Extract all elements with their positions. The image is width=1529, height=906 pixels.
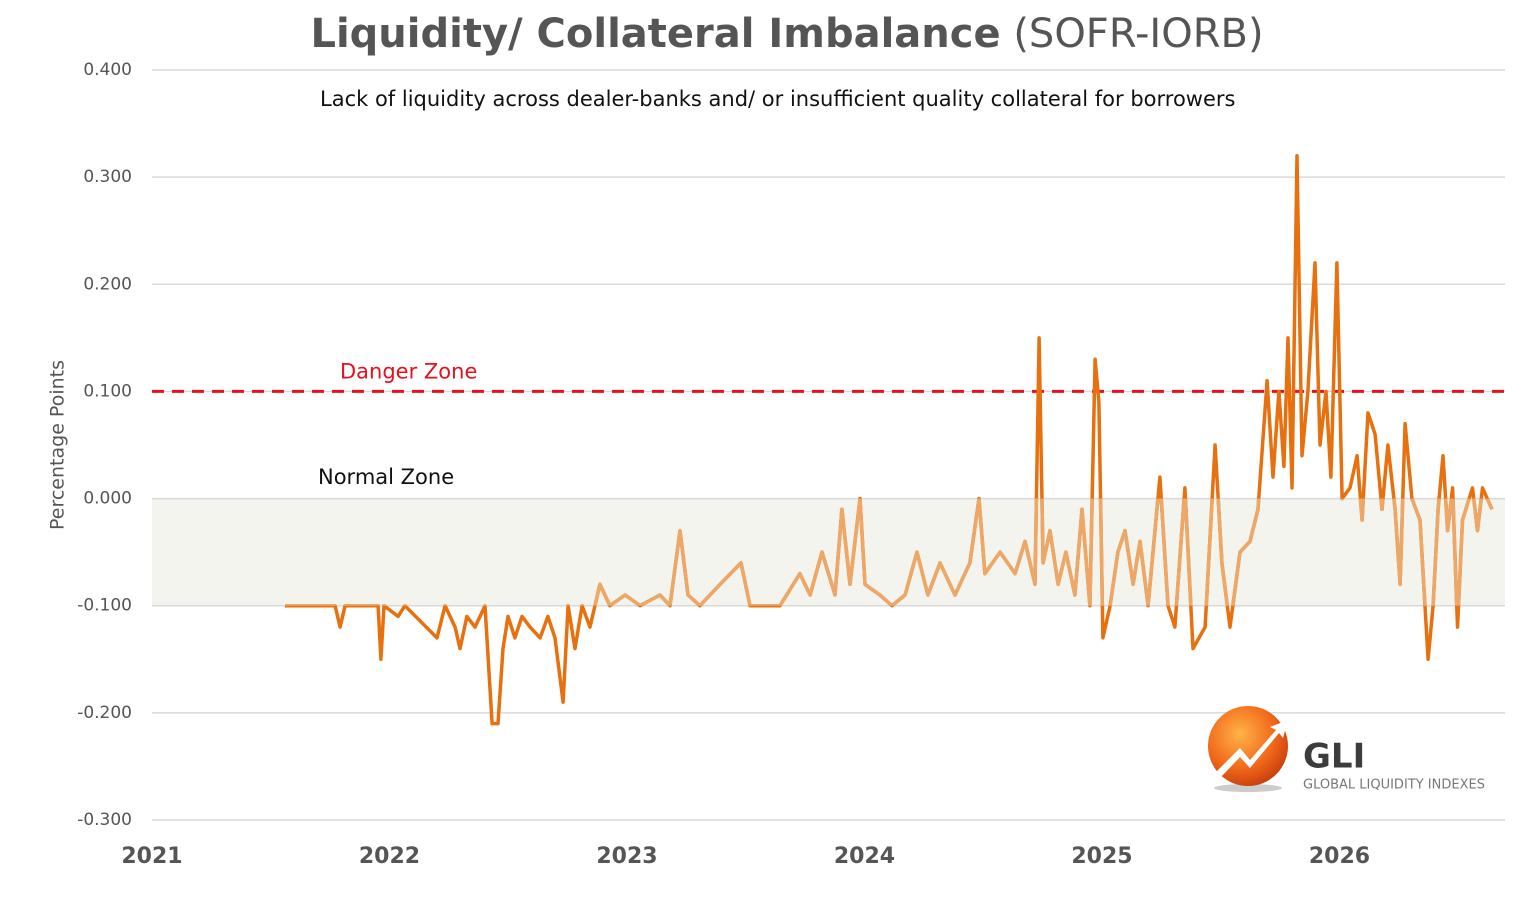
- x-tick-label: 2022: [359, 844, 420, 869]
- title-main: Liquidity/ Collateral Imbalance: [310, 11, 1000, 57]
- y-tick-label: -0.100: [77, 596, 132, 616]
- series-line: [285, 153, 1494, 726]
- logo-arrow: [1216, 720, 1288, 776]
- danger-zone-label: Danger Zone: [340, 359, 477, 383]
- plot-area: -0.300 -0.200 -0.100 0.000 0.100 0.200 0.300 0.…: [77, 60, 1510, 869]
- logo-shadow: [1214, 784, 1282, 792]
- y-tick-label: 0.300: [83, 167, 132, 187]
- normal-zone-band: [152, 498, 1505, 606]
- y-axis-label: Percentage Points: [47, 360, 69, 530]
- x-tick-label: 2021: [121, 844, 182, 869]
- chart-title: Liquidity/ Collateral Imbalance (SOFR-IO…: [310, 11, 1263, 57]
- series-line-zone-tint: [285, 498, 1494, 606]
- y-tick-label: -0.300: [77, 810, 132, 830]
- logo-text: GLI: [1303, 737, 1365, 777]
- logo: GLI GLOBAL LIQUIDITY INDEXES: [1208, 706, 1485, 793]
- y-tick-label: 0.100: [83, 381, 132, 401]
- y-tick-label: 0.200: [83, 274, 132, 294]
- subtitle: Lack of liquidity across dealer-banks an…: [320, 87, 1235, 111]
- title-suffix: (SOFR-IORB): [1013, 11, 1263, 57]
- y-tick-label: 0.000: [83, 489, 132, 509]
- y-tick-label: 0.400: [83, 60, 132, 80]
- y-tick-label: -0.200: [77, 703, 132, 723]
- x-tick-label: 2023: [596, 844, 657, 869]
- x-tick-label: 2026: [1309, 844, 1370, 869]
- logo-tagline: GLOBAL LIQUIDITY INDEXES: [1303, 778, 1485, 793]
- normal-zone-label: Normal Zone: [318, 465, 454, 489]
- x-tick-label: 2024: [834, 844, 895, 869]
- x-tick-label: 2025: [1071, 844, 1132, 869]
